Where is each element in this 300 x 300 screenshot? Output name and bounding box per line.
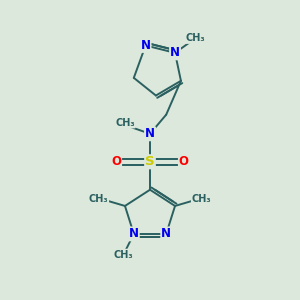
Text: CH₃: CH₃ — [186, 33, 206, 43]
Text: CH₃: CH₃ — [192, 194, 211, 204]
Text: CH₃: CH₃ — [89, 194, 108, 204]
Text: N: N — [145, 127, 155, 140]
Text: O: O — [111, 155, 121, 168]
Text: CH₃: CH₃ — [114, 250, 133, 260]
Text: N: N — [161, 227, 171, 240]
Text: N: N — [141, 39, 151, 52]
Text: S: S — [145, 155, 155, 168]
Text: N: N — [129, 227, 139, 240]
Text: O: O — [179, 155, 189, 168]
Text: N: N — [170, 46, 180, 59]
Text: CH₃: CH₃ — [115, 118, 135, 128]
